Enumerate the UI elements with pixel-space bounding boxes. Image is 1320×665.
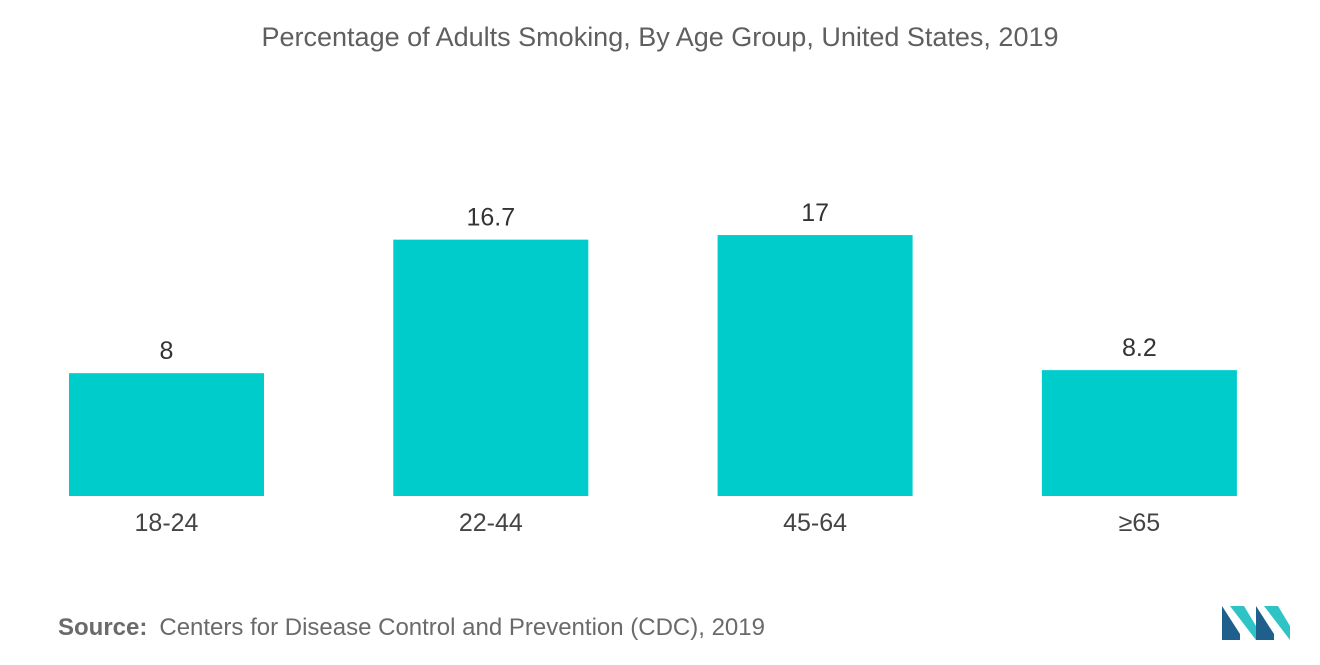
bar-3: [717, 235, 913, 497]
bar-chart: 8 18-24 16.7 22-44 17 45-64 8.2 ≥65: [69, 199, 1237, 537]
source-label: Source:: [58, 614, 148, 641]
category-label: 45-64: [783, 509, 847, 537]
value-label: 17: [801, 199, 829, 227]
bar-4: [1041, 370, 1237, 496]
category-label: 22-44: [459, 509, 523, 537]
chart-title: Percentage of Adults Smoking, By Age Gro…: [261, 22, 1059, 52]
category-label: 18-24: [135, 509, 199, 537]
mordor-logo-icon: [1222, 606, 1290, 640]
value-label: 16.7: [466, 204, 515, 232]
value-label: 8: [160, 337, 174, 365]
source-note: Source: Centers for Disease Control and P…: [58, 614, 765, 642]
bar-1: [69, 373, 264, 496]
category-label: ≥65: [1119, 509, 1161, 537]
source-text: Centers for Disease Control and Preventi…: [159, 614, 765, 641]
value-label: 8.2: [1122, 334, 1157, 362]
bar-2: [393, 239, 589, 496]
